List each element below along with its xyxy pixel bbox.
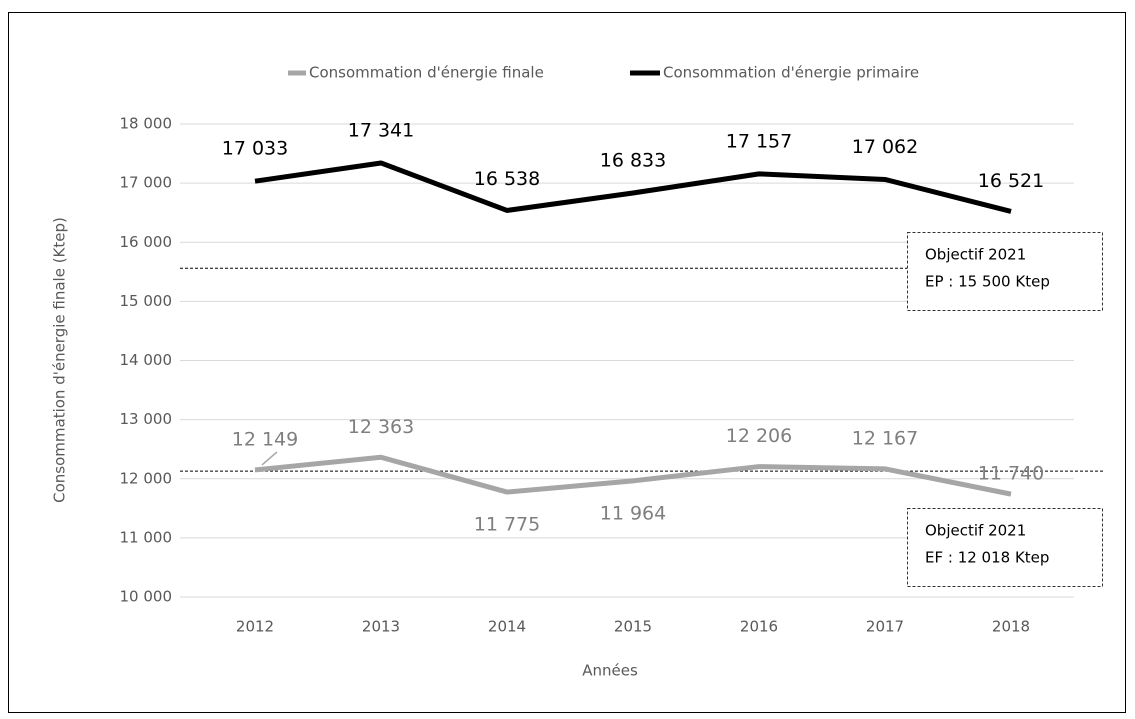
y-tick-label: 17 000	[120, 174, 173, 192]
y-tick-label: 11 000	[120, 528, 173, 546]
y-axis-title: Consommation d'énergie finale (Ktep)	[51, 217, 69, 503]
y-tick-label: 15 000	[120, 292, 173, 310]
data-label: 12 363	[348, 416, 414, 438]
y-tick-label: 12 000	[120, 469, 173, 487]
y-tick-label: 18 000	[120, 115, 173, 133]
data-label: 11 964	[600, 502, 666, 524]
x-tick-label: 2013	[362, 618, 400, 636]
y-tick-label: 14 000	[120, 351, 173, 369]
legend-label: Consommation d'énergie finale	[309, 64, 544, 82]
x-tick-label: 2015	[614, 618, 652, 636]
y-tick-label: 10 000	[120, 588, 173, 606]
series-line	[254, 454, 1012, 497]
frame	[8, 12, 1126, 713]
leader-line	[261, 451, 278, 466]
x-axis-title: Années	[582, 662, 638, 680]
annotation-text: Objectif 2021	[925, 522, 1026, 540]
data-label: 17 033	[222, 138, 288, 160]
data-label: 12 149	[232, 428, 298, 450]
data-label: 11 775	[474, 514, 540, 536]
x-tick-label: 2012	[236, 618, 274, 636]
data-label: 16 833	[600, 149, 666, 171]
data-label: 17 157	[726, 130, 792, 152]
x-tick-label: 2014	[488, 618, 526, 636]
annotation-text: Objectif 2021	[925, 246, 1026, 264]
x-tick-label: 2016	[740, 618, 778, 636]
series-line	[254, 160, 1012, 214]
data-label: 17 062	[852, 136, 918, 158]
x-tick-label: 2018	[992, 618, 1030, 636]
x-tick-label: 2017	[866, 618, 904, 636]
annotation-box	[907, 508, 1103, 587]
data-label: 12 206	[726, 425, 792, 447]
annotation-box	[907, 232, 1103, 311]
annotation-text: EF : 12 018 Ktep	[925, 549, 1049, 567]
annotation-text: EP : 15 500 Ktep	[925, 273, 1050, 291]
data-label: 17 341	[348, 119, 414, 141]
data-label: 16 521	[978, 170, 1044, 192]
y-tick-label: 13 000	[120, 410, 173, 428]
legend-label: Consommation d'énergie primaire	[663, 64, 919, 82]
data-label: 11 740	[978, 463, 1044, 485]
data-label: 16 538	[474, 168, 540, 190]
data-label: 12 167	[852, 427, 918, 449]
y-tick-label: 16 000	[120, 233, 173, 251]
